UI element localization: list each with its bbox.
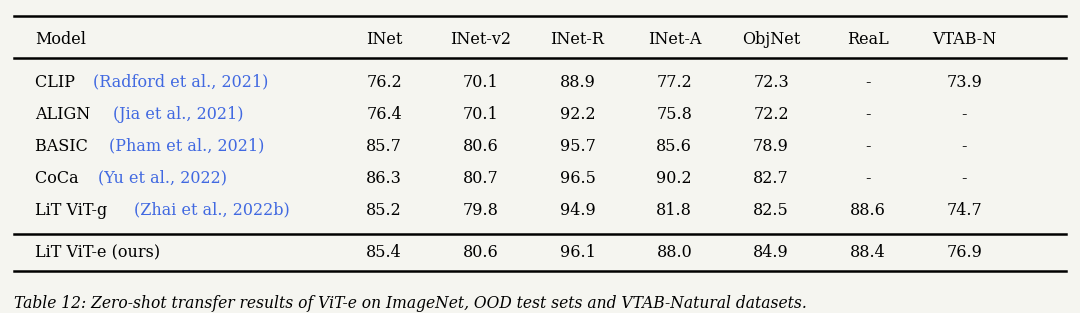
Text: -: - [961,105,968,123]
Text: 70.1: 70.1 [463,105,499,123]
Text: INet-v2: INet-v2 [450,31,512,48]
Text: (Radford et al., 2021): (Radford et al., 2021) [93,74,268,91]
Text: (Jia et al., 2021): (Jia et al., 2021) [112,105,243,123]
Text: 95.7: 95.7 [559,138,595,155]
Text: ObjNet: ObjNet [742,31,800,48]
Text: 72.2: 72.2 [753,105,788,123]
Text: -: - [865,105,870,123]
Text: ReaL: ReaL [847,31,889,48]
Text: 80.7: 80.7 [463,170,499,187]
Text: -: - [961,170,968,187]
Text: Table 12: Zero-shot transfer results of ViT-e on ImageNet, OOD test sets and VTA: Table 12: Zero-shot transfer results of … [14,295,807,312]
Text: 77.2: 77.2 [657,74,692,91]
Text: (Yu et al., 2022): (Yu et al., 2022) [97,170,227,187]
Text: 92.2: 92.2 [559,105,595,123]
Text: 96.1: 96.1 [559,244,595,261]
Text: 85.2: 85.2 [366,202,402,219]
Text: 76.4: 76.4 [366,105,402,123]
Text: 80.6: 80.6 [463,138,499,155]
Text: -: - [865,170,870,187]
Text: 74.7: 74.7 [946,202,983,219]
Text: 85.4: 85.4 [366,244,402,261]
Text: 78.9: 78.9 [753,138,789,155]
Text: LiT ViT-g: LiT ViT-g [35,202,112,219]
Text: 76.2: 76.2 [366,74,402,91]
Text: INet-A: INet-A [648,31,701,48]
Text: 88.6: 88.6 [850,202,886,219]
Text: -: - [961,138,968,155]
Text: CoCa: CoCa [35,170,84,187]
Text: 81.8: 81.8 [657,202,692,219]
Text: INet: INet [366,31,403,48]
Text: 73.9: 73.9 [946,74,983,91]
Text: 90.2: 90.2 [657,170,692,187]
Text: 72.3: 72.3 [753,74,788,91]
Text: LiT ViT-e (ours): LiT ViT-e (ours) [35,244,160,261]
Text: 82.7: 82.7 [753,170,788,187]
Text: 94.9: 94.9 [559,202,595,219]
Text: ALIGN: ALIGN [35,105,95,123]
Text: 88.0: 88.0 [657,244,692,261]
Text: 84.9: 84.9 [753,244,788,261]
Text: 75.8: 75.8 [657,105,692,123]
Text: 88.4: 88.4 [850,244,886,261]
Text: 88.9: 88.9 [559,74,595,91]
Text: 96.5: 96.5 [559,170,595,187]
Text: INet-R: INet-R [551,31,605,48]
Text: (Pham et al., 2021): (Pham et al., 2021) [109,138,265,155]
Text: -: - [865,138,870,155]
Text: 85.7: 85.7 [366,138,402,155]
Text: 79.8: 79.8 [463,202,499,219]
Text: 70.1: 70.1 [463,74,499,91]
Text: BASIC: BASIC [35,138,93,155]
Text: 82.5: 82.5 [753,202,788,219]
Text: VTAB-N: VTAB-N [932,31,997,48]
Text: -: - [865,74,870,91]
Text: 76.9: 76.9 [946,244,983,261]
Text: 85.6: 85.6 [657,138,692,155]
Text: 86.3: 86.3 [366,170,402,187]
Text: 80.6: 80.6 [463,244,499,261]
Text: Model: Model [35,31,86,48]
Text: (Zhai et al., 2022b): (Zhai et al., 2022b) [134,202,291,219]
Text: CLIP: CLIP [35,74,80,91]
